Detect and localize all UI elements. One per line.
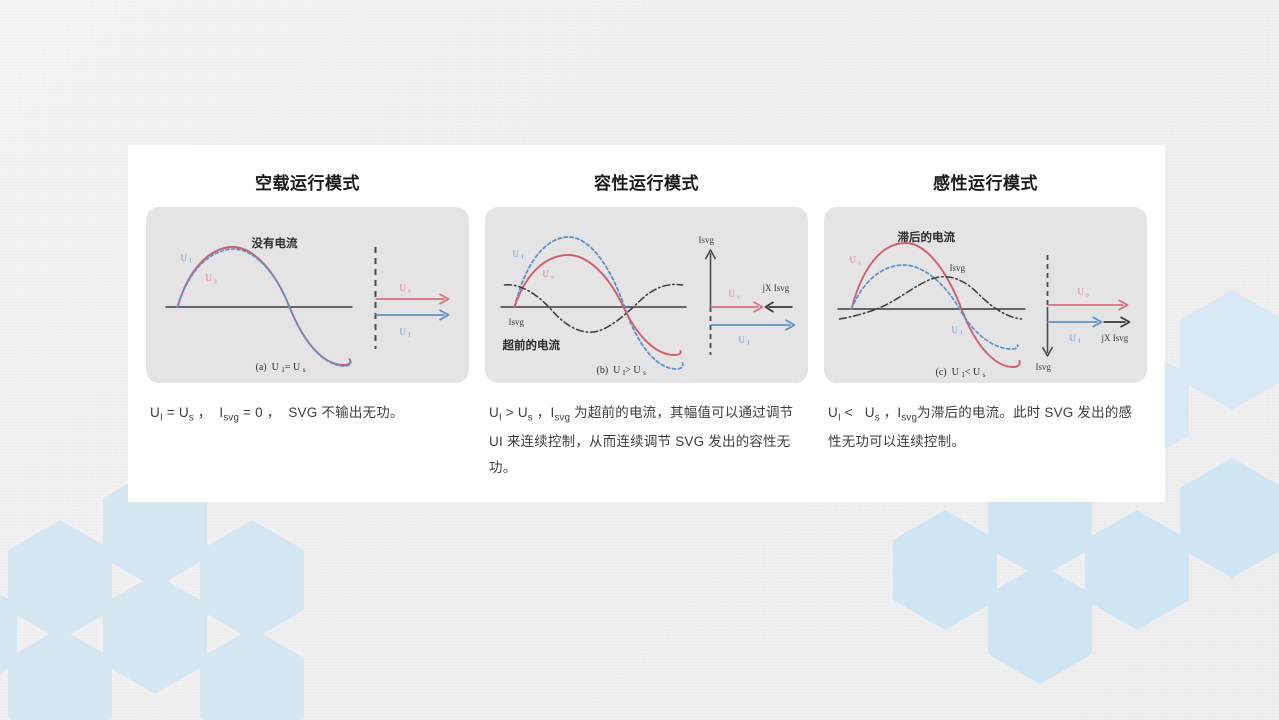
panel-capacitive: 容性运行模式 U I U s Isvg 超前的电流 [477,157,816,502]
phasor-label-us: U s [1078,287,1090,299]
wave-isvg-curve [838,275,1023,320]
caption-capacitive: UI > Us ，Isvg 为超前的电流，其幅值可以通过调节 UI 来连续控制，… [489,405,794,475]
phasor-label-isvg: Isvg [699,235,715,245]
subfigure-label-c: (c) U 1< U s [936,367,986,379]
panel-inductive: 感性运行模式 滞后的电流 U s U I Isvg [816,157,1155,502]
wave-label-isvg: Isvg [509,317,525,327]
figure-inductive: 滞后的电流 U s U I Isvg Isvg [824,207,1147,383]
phasor-ui-arrowhead [439,309,450,321]
phasor-isvg-arrowhead [1041,346,1054,357]
wave-ui-curve [176,248,352,367]
wave-ui-curve [850,264,1019,350]
wave-us-curve [850,242,1021,368]
phasor-jx-isvg-arrowhead [764,301,774,313]
content-card: 空载运行模式 没有电流 U I U s [128,145,1165,502]
phasor-label-jx-isvg: jX Isvg [762,283,790,293]
phasor-label-us: U s [729,289,741,301]
wave-label-ui: U I [181,253,192,265]
subfigure-label-b: (b) U I> U s [597,365,647,377]
phasor-isvg-arrowhead [704,249,717,260]
wave-us-curve [513,254,682,356]
phasor-label-ui: U I [739,335,750,347]
phasor-jx-isvg-arrowhead [1120,316,1131,328]
figure-note-no-current: 没有电流 [252,236,298,250]
phasor-ui-arrowhead [1092,316,1103,328]
wave-label-isvg: Isvg [950,263,966,273]
figure-note-leading-current: 超前的电流 [502,338,561,352]
phasor-us-arrowhead [439,293,450,305]
figure-no-load: 没有电流 U I U s U s [146,207,469,383]
panel-title-inductive: 感性运行模式 [933,174,1038,193]
wave-label-us: U s [850,255,862,267]
panel-no-load: 空载运行模式 没有电流 U I U s [138,157,477,502]
caption-no-load: UI = Us ， Isvg = 0 ， SVG 不输出无功。 [150,405,404,424]
phasor-label-isvg: Isvg [1036,362,1052,372]
phasor-label-us: U s [400,283,412,295]
phasor-ui-arrowhead [785,319,796,331]
figure-capacitive: U I U s Isvg 超前的电流 Isvg U s [485,207,808,383]
subfigure-label-a: (a) U 1= U s [256,362,306,374]
panel-title-no-load: 空载运行模式 [255,174,360,193]
wave-label-us: U s [206,273,218,285]
figure-note-lagging-current: 滞后的电流 [898,230,956,244]
wave-isvg-curve [503,283,684,333]
wave-ui-curve [513,236,684,370]
phasor-us-arrowhead [1118,299,1129,311]
wave-label-ui: U I [952,325,963,337]
caption-inductive: UI < Us ，Isvg为滞后的电流。此时 SVG 发出的感性无功可以连续控制… [828,405,1133,449]
wave-label-us: U s [543,269,555,281]
panel-title-capacitive: 容性运行模式 [594,174,699,193]
wave-label-ui: U I [513,249,524,261]
phasor-label-ui: U I [1070,333,1081,345]
phasor-label-ui: U I [400,327,411,339]
phasor-label-jx-isvg: jX Isvg [1101,333,1129,343]
phasor-us-arrowhead [753,301,764,313]
